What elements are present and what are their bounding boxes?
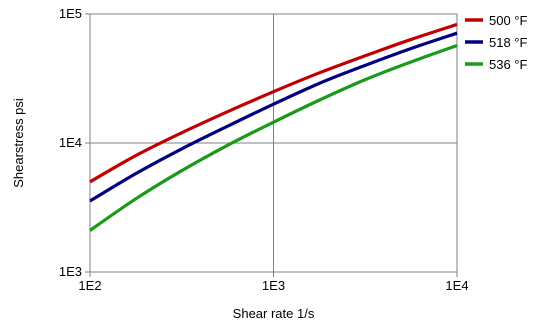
legend-label-2: 536 °F xyxy=(489,57,528,72)
x-tick-label: 1E2 xyxy=(78,278,101,293)
legend: 500 °F 518 °F 536 °F xyxy=(465,13,528,72)
series-line-0 xyxy=(89,22,458,184)
x-tick-label: 1E4 xyxy=(445,278,468,293)
x-tick-label: 1E3 xyxy=(262,278,285,293)
legend-label-0: 500 °F xyxy=(489,13,528,28)
x-axis-label: Shear rate 1/s xyxy=(233,306,315,321)
y-tick-label: 1E5 xyxy=(59,6,82,21)
series-layer xyxy=(89,22,458,232)
y-tick-label: 1E3 xyxy=(59,264,82,279)
x-axis-ticks: 1E2 1E3 1E4 xyxy=(78,272,469,293)
y-axis-label: Shearstress psi xyxy=(11,98,26,188)
series-line-1 xyxy=(89,31,458,203)
legend-label-1: 518 °F xyxy=(489,35,528,50)
series-line-2 xyxy=(89,43,458,232)
y-axis-ticks: 1E3 1E4 1E5 xyxy=(59,6,90,279)
y-tick-label: 1E4 xyxy=(59,135,82,150)
